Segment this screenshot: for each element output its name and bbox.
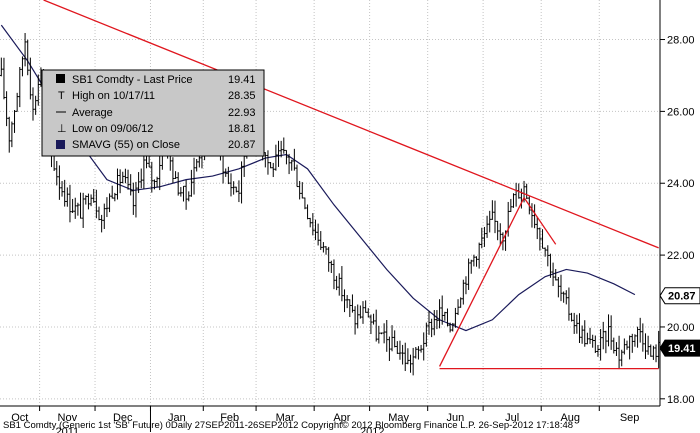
legend-high-marker-icon: T	[58, 90, 65, 102]
y-tick-label: 20.00	[667, 322, 695, 334]
legend-last-value: 19.41	[228, 74, 256, 86]
legend-title: SB1 Comdty - Last Price	[72, 74, 192, 86]
smavg-line	[0, 24, 636, 332]
year-label: 2012	[360, 426, 384, 433]
legend-high-value: 28.35	[228, 90, 256, 102]
trendline-rise-right	[523, 197, 557, 245]
legend-box: SB1 Comdty - Last Price 19.41 T High on …	[41, 69, 265, 157]
y-tick-label: 18.00	[667, 394, 695, 406]
month-label: Sep	[620, 412, 640, 424]
legend-high-label: High on 10/17/11	[72, 90, 155, 102]
y-tick-label: 26.00	[667, 106, 695, 118]
month-label: Feb	[220, 412, 239, 424]
grid	[0, 0, 660, 406]
month-label: Nov	[58, 412, 78, 424]
month-label: May	[388, 412, 409, 424]
legend-background	[41, 69, 265, 157]
smavg-line-group	[0, 24, 636, 332]
legend-average-label: Average	[72, 107, 113, 119]
legend-low-label: Low on 09/06/12	[72, 123, 153, 135]
month-label: Jun	[447, 412, 465, 424]
legend-smavg-swatch	[56, 140, 65, 149]
month-label: Apr	[333, 412, 350, 424]
month-label: Oct	[11, 412, 28, 424]
month-label: Jan	[168, 412, 186, 424]
y-tick-label: 22.00	[667, 250, 695, 262]
y-tick-label: 24.00	[667, 178, 695, 190]
month-label: Mar	[276, 412, 295, 424]
month-label: Jul	[505, 412, 519, 424]
price-badge-value: 20.87	[668, 291, 696, 303]
price-badges: 20.87 19.41	[659, 287, 700, 357]
legend-average-value: 22.93	[228, 107, 256, 119]
price-badge-value: 19.41	[668, 343, 696, 355]
plot-frame	[0, 0, 660, 406]
trendlines-group	[43, 0, 659, 370]
legend-smavg-value: 20.87	[228, 139, 256, 151]
footer-text: SB1 Comdty (Generic 1st 'SB' Future) 0Da…	[3, 420, 573, 431]
legend-low-marker-icon: ⊥	[57, 123, 67, 135]
y-axis: 18.00 20.00 22.00 24.00 26.00 28.00	[659, 0, 695, 406]
x-axis: Oct Nov Dec Jan Feb Mar Apr May Jun Jul Aug Sep 2011…	[0, 405, 660, 433]
price-bars-group	[0, 33, 660, 376]
price-badge	[659, 287, 700, 305]
trendline-down-resistance	[43, 0, 659, 249]
year-label: 2011	[55, 426, 79, 433]
price-badge	[659, 339, 700, 357]
legend-smavg-label: SMAVG (55) on Close	[72, 139, 180, 151]
trendline-rise-left	[438, 197, 525, 367]
y-tick-label: 28.00	[667, 35, 695, 47]
month-label: Aug	[560, 412, 580, 424]
legend-low-value: 18.81	[228, 123, 256, 135]
legend-series-swatch	[56, 74, 65, 83]
month-label: Dec	[113, 412, 133, 424]
